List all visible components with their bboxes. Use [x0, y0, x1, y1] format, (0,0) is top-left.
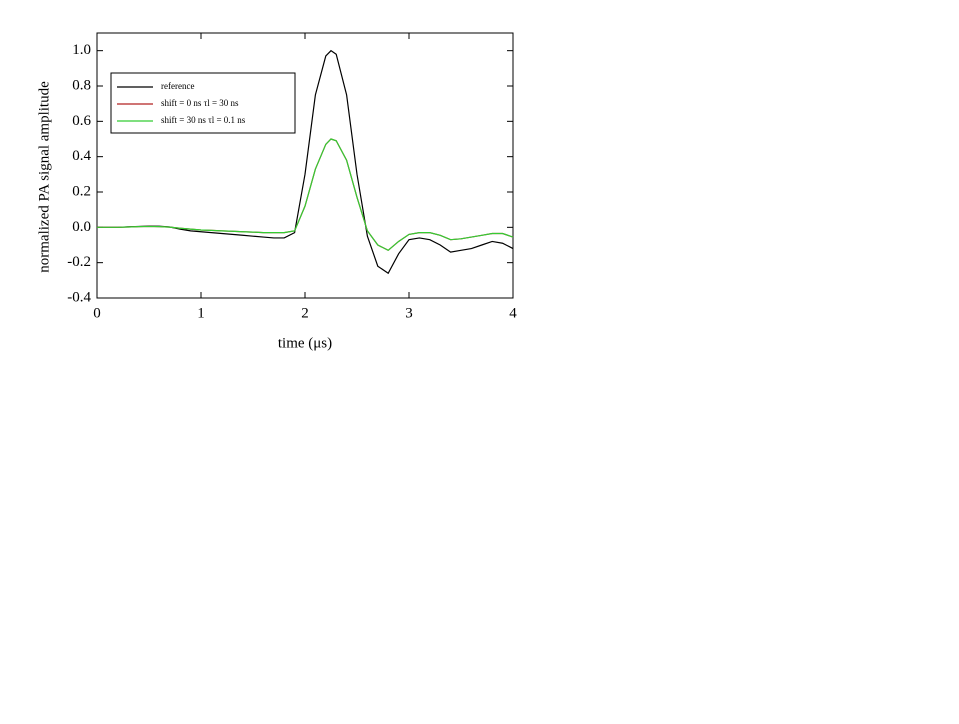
legend [110, 72, 296, 134]
series-line [97, 138, 514, 252]
x-axis-label: time (μs) [278, 335, 332, 351]
legend-label: shift = 30 ns τl = 0.1 ns [161, 115, 246, 125]
y-tick-label: 0.0 [72, 219, 91, 235]
legend-label: shift = 0 ns τl = 30 ns [161, 98, 239, 108]
y-axis-label: normalized PA signal amplitude [36, 81, 52, 273]
y-tick-label: 0.8 [72, 77, 91, 93]
series-line [97, 138, 514, 252]
x-tick-label: 0 [93, 305, 101, 321]
x-tick-label: 2 [301, 305, 309, 321]
x-tick-label: 3 [405, 305, 413, 321]
y-tick-label: 0.6 [72, 113, 91, 129]
y-tick-label: 0.4 [72, 148, 91, 164]
y-tick-label: 0.2 [72, 183, 91, 199]
x-tick-label: 1 [197, 305, 205, 321]
y-tick-label: -0.2 [67, 254, 91, 270]
x-tick-label: 4 [509, 305, 517, 321]
legend-label: reference [161, 81, 194, 91]
y-tick-label: 1.0 [72, 42, 91, 58]
y-tick-label: -0.4 [67, 289, 91, 305]
